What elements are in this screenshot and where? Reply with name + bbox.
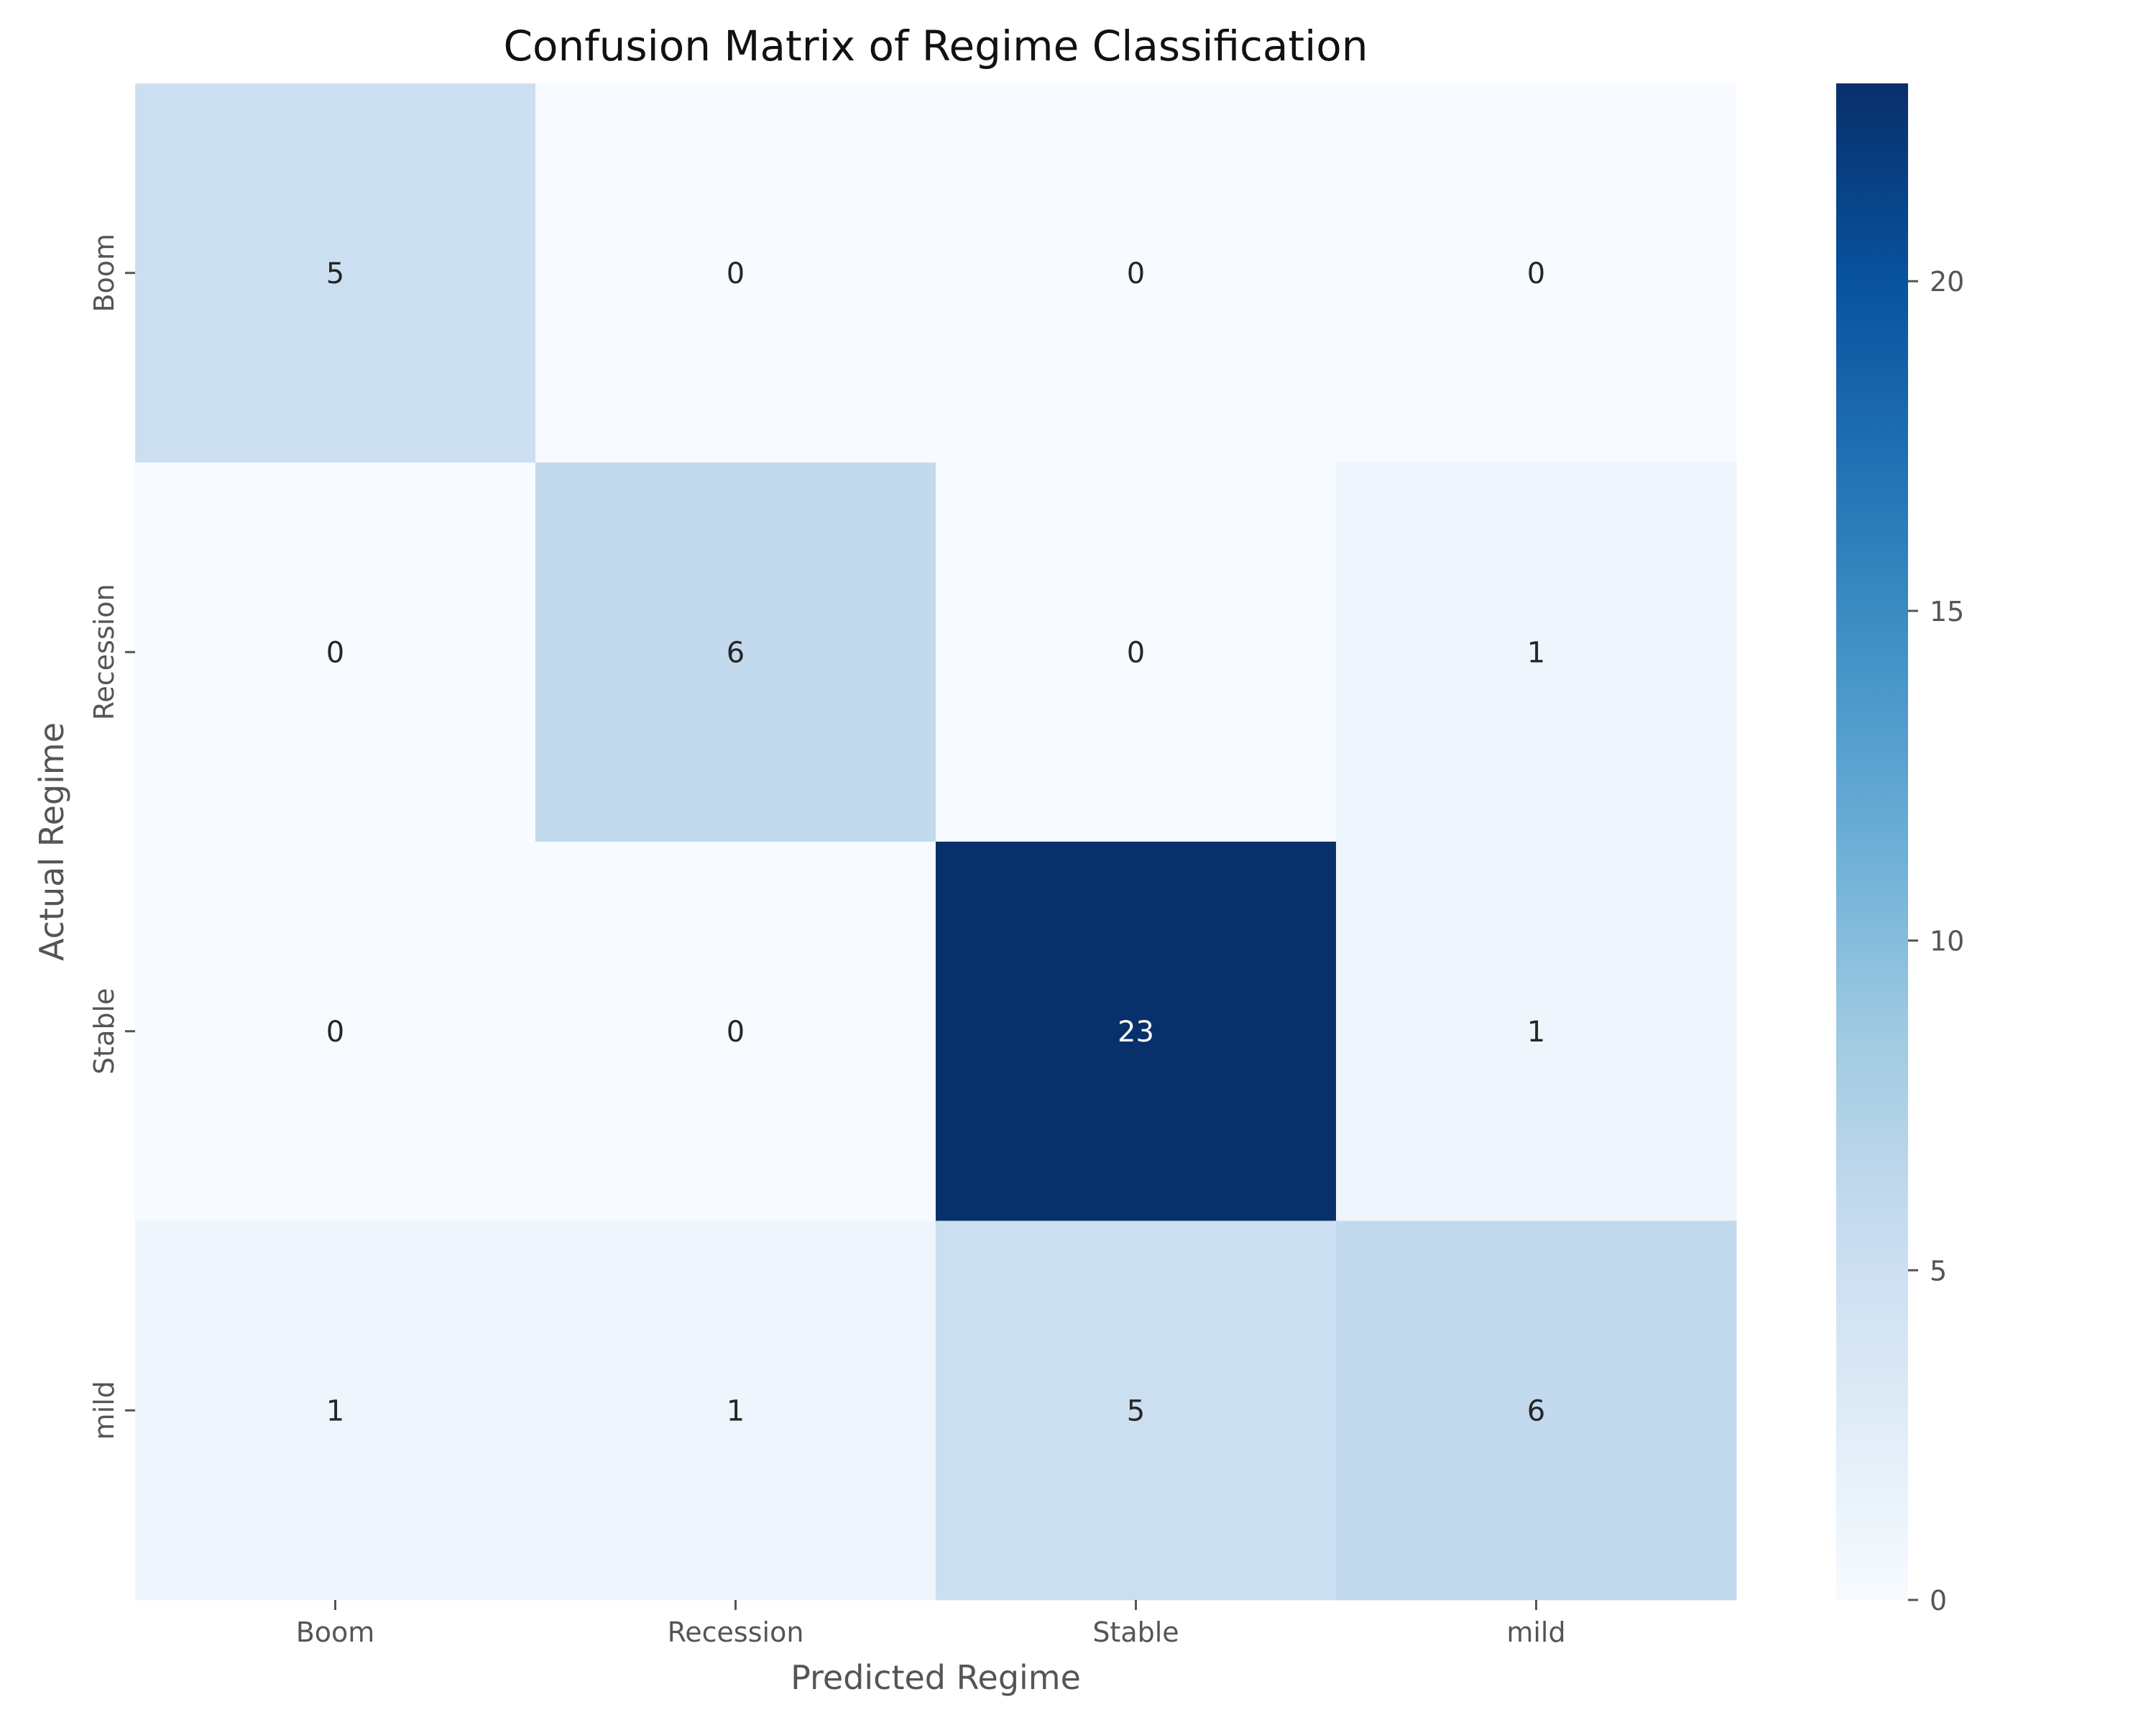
cell-value-label: 23 (1118, 1016, 1154, 1049)
heatmap-cell (1336, 842, 1737, 1221)
colorbar-tick-label: 20 (1930, 266, 1964, 298)
x-tick-label: Boom (296, 1616, 375, 1648)
cell-value-label: 1 (727, 1394, 745, 1427)
heatmap-cells: 5 0 0 0 0 6 0 1 0 0 23 1 1 1 5 6 (135, 83, 1737, 1601)
cell-value-label: 0 (326, 1016, 344, 1049)
heatmap-cell (936, 83, 1337, 463)
heatmap-cell (135, 842, 536, 1221)
cell-value-label: 5 (1127, 1394, 1145, 1427)
y-tick-label: Stable (88, 988, 120, 1075)
x-tick-label: Recession (668, 1616, 804, 1648)
cell-value-label: 0 (1527, 257, 1545, 290)
colorbar-tick-label: 5 (1930, 1255, 1947, 1287)
y-tick-label: Boom (88, 234, 120, 313)
heatmap-cell (1336, 462, 1737, 842)
heatmap-cell (1336, 1220, 1737, 1601)
y-axis-label: Actual Regime (32, 722, 71, 961)
cell-value-label: 0 (727, 1016, 745, 1049)
heatmap-cell (135, 462, 536, 842)
heatmap-cell (1336, 83, 1737, 463)
colorbar-tick-label: 10 (1930, 926, 1964, 957)
heatmap-cell (936, 462, 1337, 842)
colorbar-ticks: 0 5 10 15 20 (1908, 266, 1964, 1616)
colorbar-tick-label: 0 (1930, 1585, 1947, 1616)
heatmap-cell (135, 1220, 536, 1601)
heatmap-cell (135, 83, 536, 463)
heatmap-cell (535, 83, 936, 463)
cell-value-label: 0 (727, 257, 745, 290)
heatmap-cell (936, 1220, 1337, 1601)
x-tick-label: Stable (1092, 1616, 1179, 1648)
heatmap-cell (535, 842, 936, 1221)
heatmap-cell (535, 462, 936, 842)
cell-value-label: 6 (727, 636, 745, 669)
chart-title: Confusion Matrix of Regime Classificatio… (503, 22, 1368, 70)
colorbar-tick-label: 15 (1930, 596, 1964, 627)
cell-value-label: 0 (1127, 636, 1145, 669)
cell-value-label: 0 (326, 636, 344, 669)
cell-value-label: 0 (1127, 257, 1145, 290)
cell-value-label: 5 (326, 257, 344, 290)
y-tick-label: Recession (88, 584, 120, 720)
cell-value-label: 1 (326, 1394, 344, 1427)
x-tick-label: mild (1506, 1616, 1565, 1648)
y-axis-ticks: Boom Recession Stable mild (88, 234, 135, 1440)
x-axis-label: Predicted Regime (791, 1658, 1081, 1697)
heatmap-cell (535, 1220, 936, 1601)
cell-value-label: 1 (1527, 1016, 1545, 1049)
colorbar (1836, 83, 1908, 1600)
x-axis-ticks: Boom Recession Stable mild (296, 1600, 1566, 1648)
cell-value-label: 1 (1527, 636, 1545, 669)
cell-value-label: 6 (1527, 1394, 1545, 1427)
heatmap-cell (936, 842, 1337, 1221)
y-tick-label: mild (88, 1381, 120, 1440)
